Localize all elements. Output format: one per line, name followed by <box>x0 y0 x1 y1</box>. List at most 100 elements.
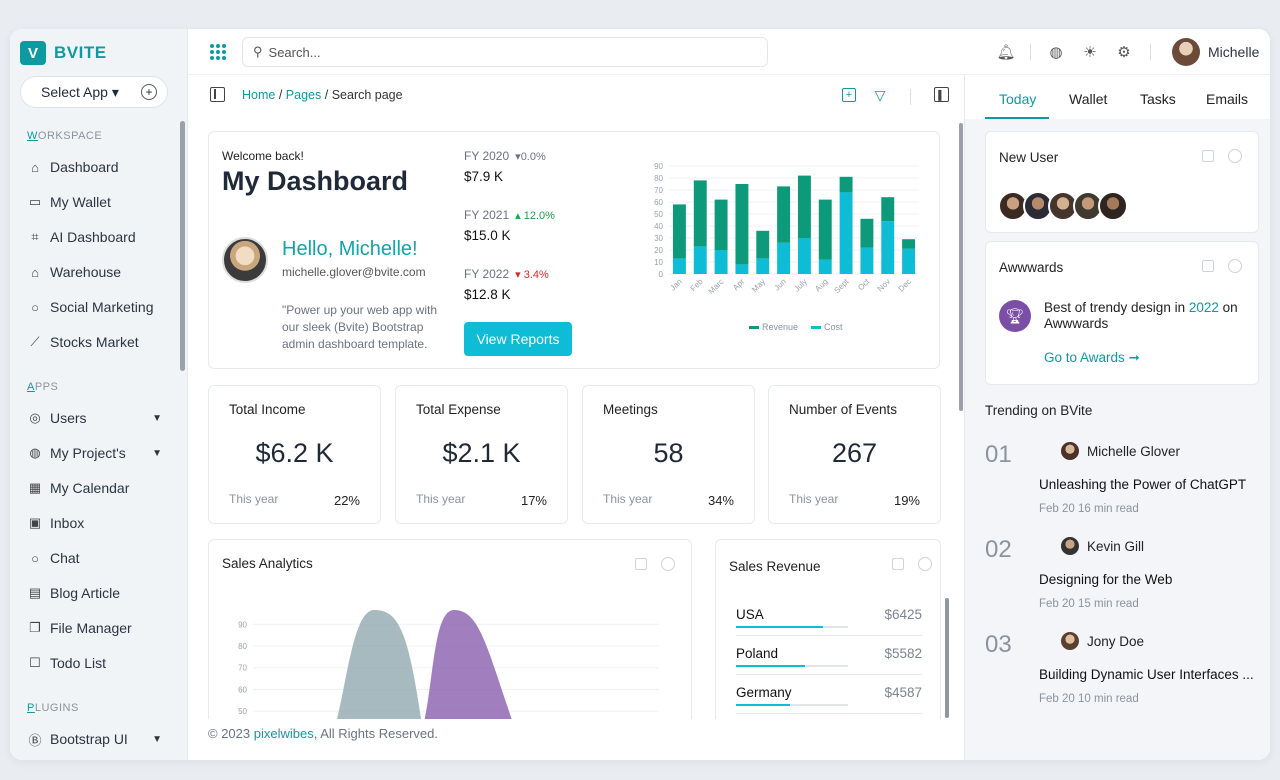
footer-link[interactable]: pixelwibes <box>253 726 314 741</box>
sidebar-item-chat[interactable]: ○ Chat <box>27 546 162 570</box>
stat-period: This year <box>789 492 839 506</box>
list-item[interactable]: Poland $5582 <box>736 637 922 675</box>
avatar[interactable] <box>1098 191 1128 221</box>
y-tick-label: 40 <box>654 222 663 231</box>
tab-tasks[interactable]: Tasks <box>1140 91 1176 107</box>
sidebar-item-inbox[interactable]: ▣ Inbox <box>28 515 85 531</box>
sidebar-item-blog-article[interactable]: ▤ Blog Article <box>28 585 121 601</box>
area-series-1 <box>336 610 422 719</box>
options-icon[interactable] <box>661 557 675 571</box>
trending-headline[interactable]: Unleashing the Power of ChatGPT <box>1039 477 1247 492</box>
revenue-cost-bar-chart: 0 10 20 30 40 50 60 70 80 90 Jan Feb Marc Apr May Jun Ju… <box>654 162 919 332</box>
sidebar-item-bootstrap-ui[interactable]: Ⓑ Bootstrap UI ▼ <box>28 731 162 748</box>
sidebar-item-todo-list[interactable]: ☐ Todo List <box>27 651 162 675</box>
sidebar-item-my-wallet[interactable]: ▭ My Wallet <box>28 194 111 210</box>
tab-today[interactable]: Today <box>999 91 1037 107</box>
revenue-scrollbar[interactable] <box>945 598 949 718</box>
view-reports-button[interactable]: View Reports <box>464 322 572 356</box>
tab-wallet[interactable]: Wallet <box>1069 91 1108 107</box>
expand-icon[interactable] <box>892 558 904 570</box>
trending-meta: Feb 20 10 min read <box>1039 693 1139 705</box>
app-window: V BVITE Select App ▾ + WORKSPACE ⌂ Dashbo… <box>10 29 1270 760</box>
progress-track <box>736 704 848 706</box>
bar-cost <box>839 192 853 274</box>
avatar[interactable] <box>1172 38 1200 66</box>
logo-icon: V <box>20 41 46 65</box>
x-tick-label: Sept <box>832 277 851 296</box>
breadcrumb-pages[interactable]: Pages <box>285 88 322 102</box>
progress-fill <box>736 704 790 706</box>
bar-cost <box>714 250 728 274</box>
avatar <box>1061 632 1079 650</box>
trending-headline[interactable]: Building Dynamic User Interfaces ... <box>1039 667 1254 682</box>
cpu-icon: ⌗ <box>31 229 39 244</box>
bootstrap-icon: Ⓑ <box>28 732 42 748</box>
trophy-icon: 🏆︎ <box>999 300 1031 332</box>
main-scrollbar[interactable] <box>959 123 963 411</box>
list-item[interactable]: Germany $4587 <box>736 676 922 714</box>
card-title: Awwwards <box>999 260 1064 275</box>
bar-cost <box>818 259 832 274</box>
sidebar-item-dashboard[interactable]: ⌂ Dashboard <box>27 155 162 179</box>
x-tick-label: Jun <box>773 277 788 292</box>
sidebar-item-users[interactable]: ◎ Users ▼ <box>27 406 162 430</box>
search-input[interactable]: ⚲ Search... <box>242 37 768 67</box>
bar-cost <box>777 242 791 274</box>
sidebar-toggle-icon[interactable] <box>210 87 225 102</box>
sidebar-item-stocks-market[interactable]: ⟋ Stocks Market <box>27 330 162 354</box>
stat-period: This year <box>416 492 466 506</box>
progress-fill <box>736 665 806 667</box>
sidebar-item-ai-dashboard[interactable]: ⌗ AI Dashboard <box>27 225 162 249</box>
x-tick-label: Apr <box>731 277 746 292</box>
stat-percent: 34% <box>707 493 734 508</box>
expand-icon[interactable] <box>1202 260 1214 272</box>
globe-icon[interactable]: ◍ <box>1049 44 1063 61</box>
stat-card-number-of-events: Number of Events 267 This year 19% <box>768 385 941 524</box>
y-tick-label: 10 <box>654 258 663 267</box>
y-tick-label: 70 <box>654 186 663 195</box>
bar-cost <box>693 246 707 274</box>
sidebar-scrollbar[interactable] <box>180 121 185 371</box>
brand-logo[interactable]: V BVITE <box>20 41 107 65</box>
expand-icon[interactable] <box>635 558 647 570</box>
add-widget-icon[interactable]: + <box>842 88 856 102</box>
right-panel-toggle-icon[interactable]: ▌ <box>934 87 949 102</box>
list-item[interactable]: USA $6425 <box>736 598 922 636</box>
select-app-dropdown[interactable]: Select App ▾ + <box>20 76 168 108</box>
y-tick-label: 20 <box>654 246 663 255</box>
gear-icon[interactable]: ⚙ <box>1117 44 1131 61</box>
welcome-greeting: Welcome back! <box>222 149 304 163</box>
sidebar-item-file-manager[interactable]: ❐ File Manager <box>27 616 162 640</box>
go-to-awards-link[interactable]: Go to Awards ➞ <box>1044 350 1140 365</box>
bar-revenue <box>693 180 707 247</box>
tab-emails[interactable]: Emails <box>1206 91 1249 107</box>
sidebar-item-my-projects[interactable]: ◍ My Project's ▼ <box>27 441 162 465</box>
section-plugins: PLUGINS <box>27 702 79 714</box>
sidebar-item-warehouse[interactable]: ⌂ Warehouse <box>27 260 162 284</box>
add-app-icon[interactable]: + <box>141 84 157 100</box>
sidebar-item-my-calendar[interactable]: ▦ My Calendar <box>28 480 130 496</box>
legend-label: Cost <box>824 322 843 332</box>
bell-icon[interactable]: 🔔︎ <box>996 44 1016 61</box>
breadcrumb-home[interactable]: Home <box>242 88 276 102</box>
welcome-card: Welcome back! My Dashboard Hello, Michel… <box>208 131 940 369</box>
x-tick-label: Nov <box>876 277 892 293</box>
sun-icon[interactable]: ☀ <box>1083 44 1097 61</box>
filter-icon[interactable]: ▽ <box>874 86 886 103</box>
user-name[interactable]: Michelle <box>1208 44 1260 60</box>
options-icon[interactable] <box>918 557 932 571</box>
hello-text: Hello, Michelle! <box>282 238 418 260</box>
chevron-down-icon: ▼ <box>152 733 162 745</box>
breadcrumb-bar: Home / Pages / Search page + ▽ ▌ <box>188 75 964 115</box>
trending-headline[interactable]: Designing for the Web <box>1039 572 1173 587</box>
stat-card-meetings: Meetings 58 This year 34% <box>582 385 755 524</box>
sidebar-item-social-marketing[interactable]: ○ Social Marketing <box>27 295 162 319</box>
y-tick-label: 60 <box>238 685 247 694</box>
bar-cost <box>860 247 874 274</box>
line-chart-icon: ⟋ <box>30 334 40 349</box>
apps-grid-icon[interactable] <box>210 44 226 60</box>
options-icon[interactable] <box>1228 259 1242 273</box>
active-tab-indicator <box>985 117 1049 119</box>
options-icon[interactable] <box>1228 149 1242 163</box>
expand-icon[interactable] <box>1202 150 1214 162</box>
